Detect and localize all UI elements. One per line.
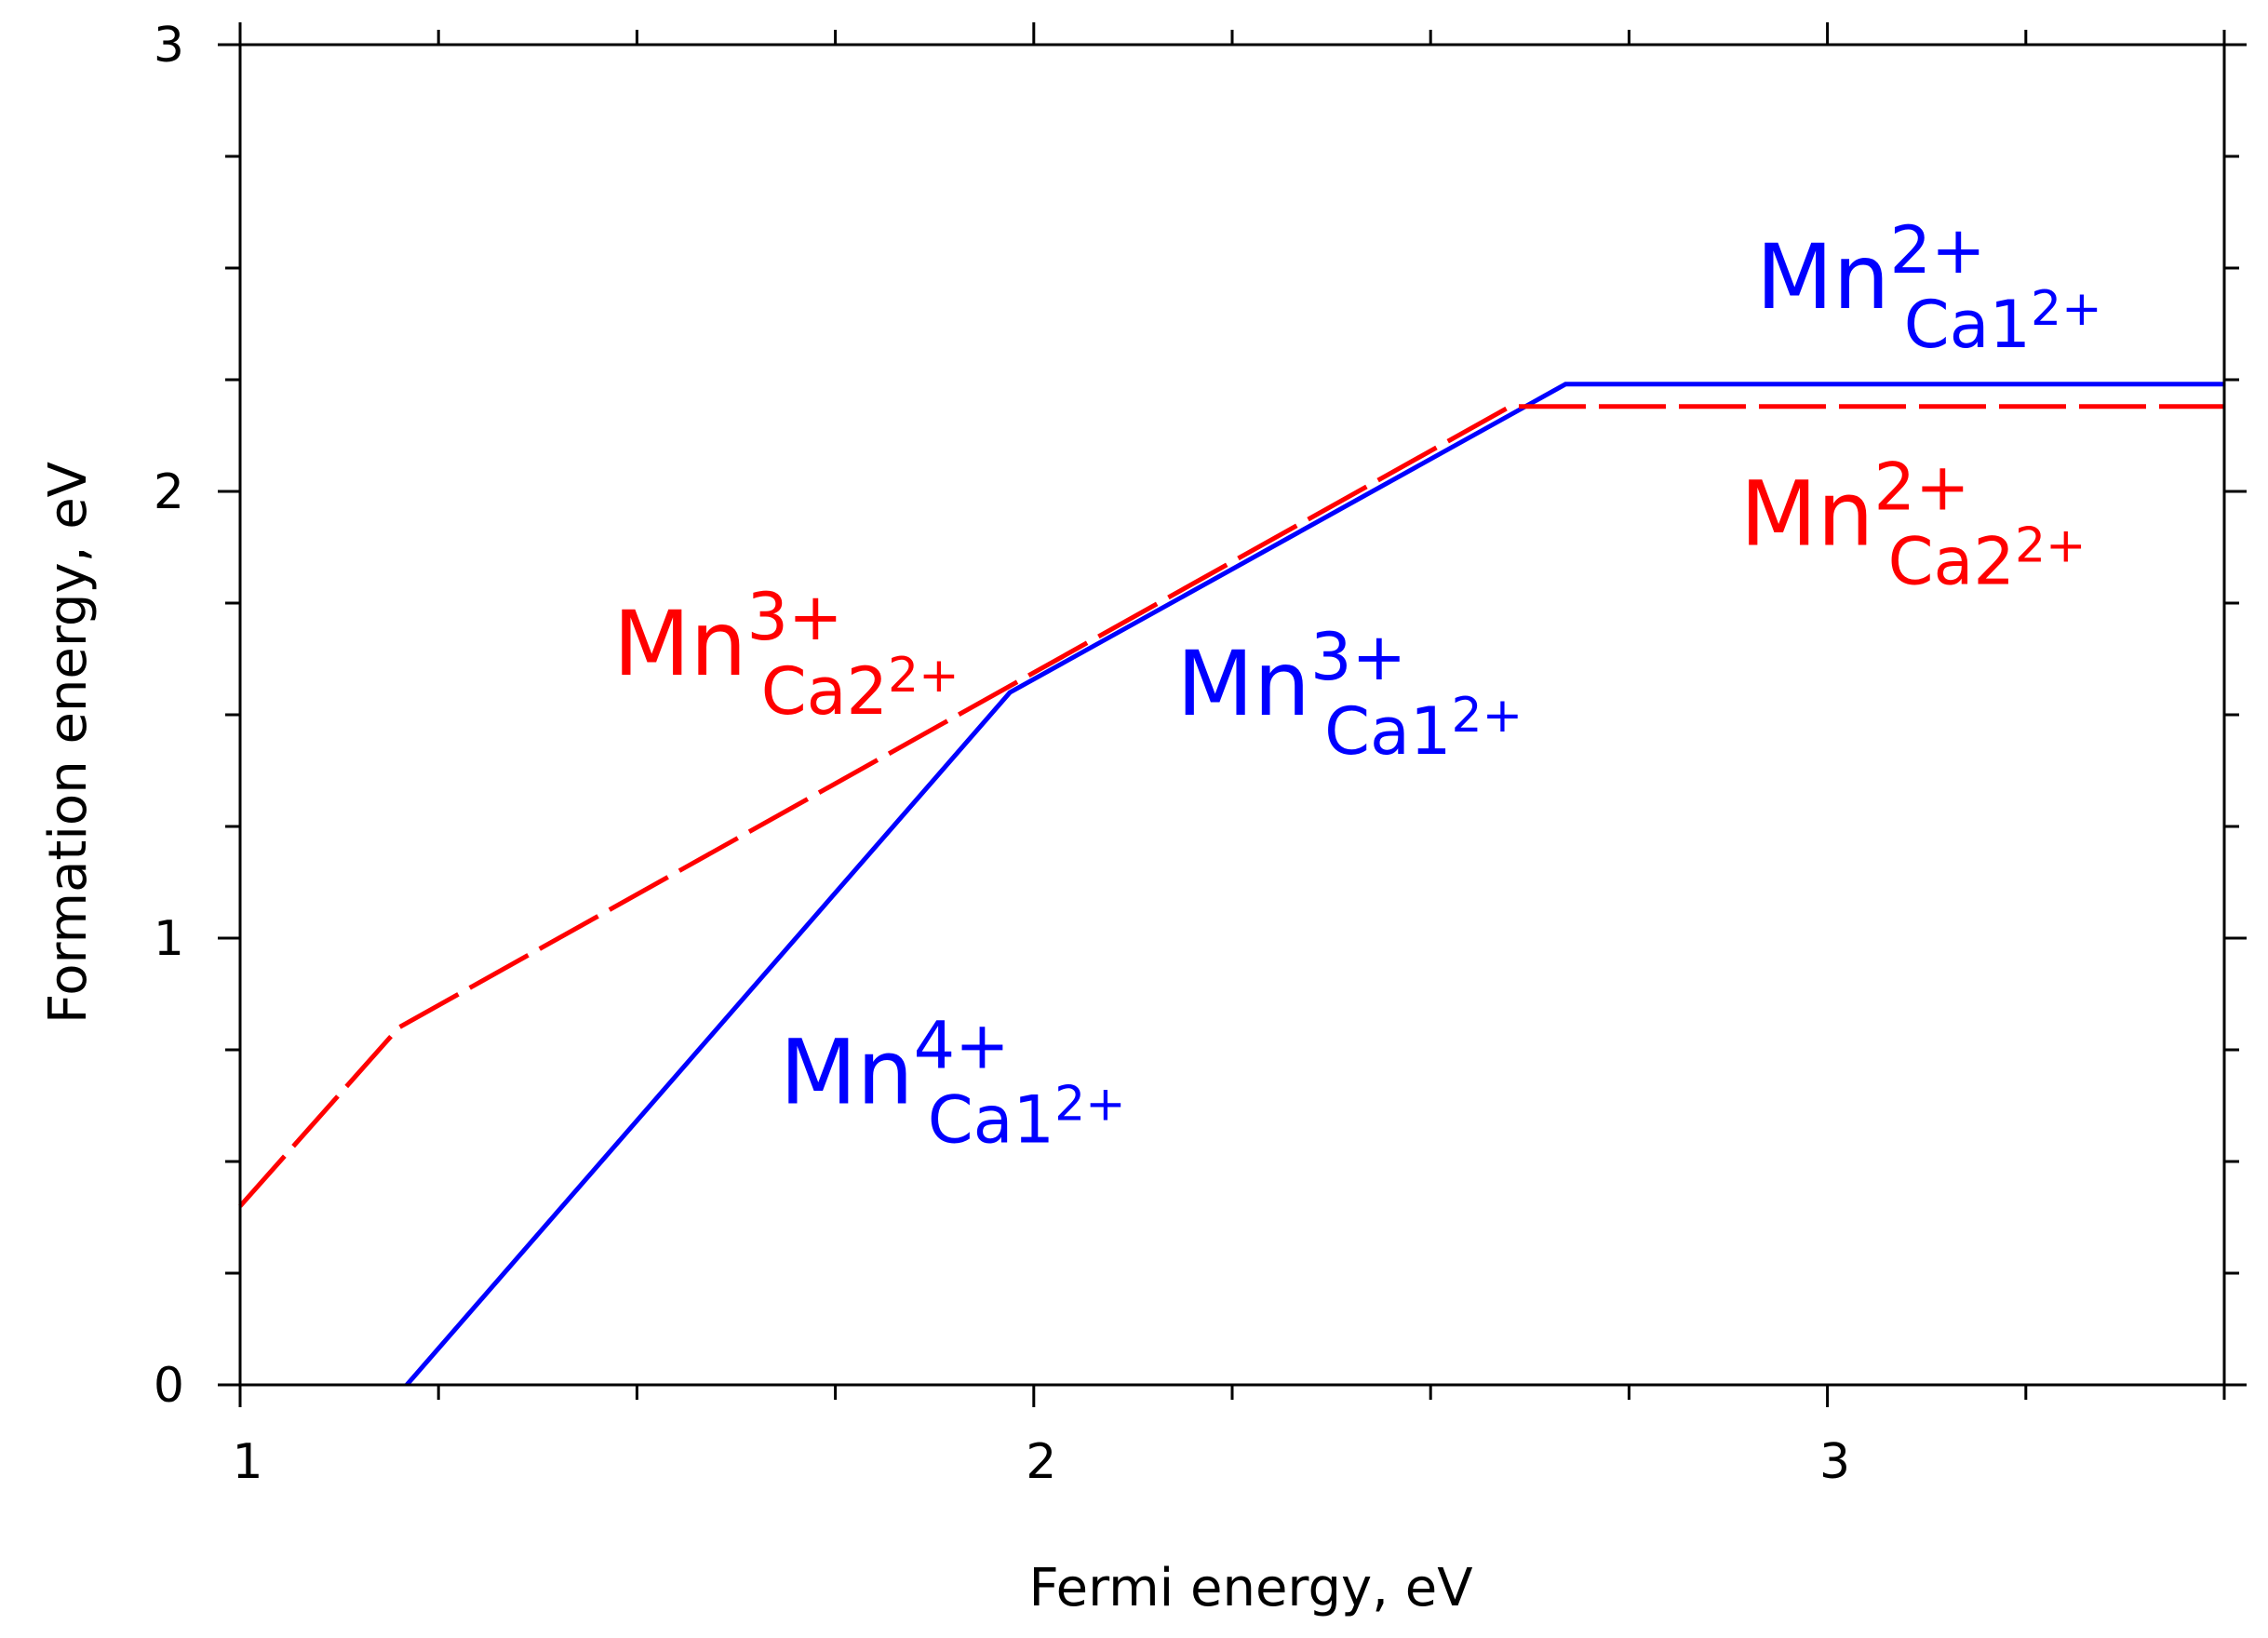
annotation-base: Mn <box>1740 463 1874 567</box>
annotation-text: Mn3+ Ca22+ <box>613 579 960 730</box>
annotation-charge: 2+ <box>1873 450 1969 526</box>
plot-frame <box>238 43 2226 1387</box>
annotation-charge: 2+ <box>1890 212 1986 289</box>
annotation-site-charge: 2+ <box>1054 1077 1126 1133</box>
series-annotation: Mn3+ Ca22+ <box>613 579 960 730</box>
x-tick-label: 1 <box>232 1434 262 1490</box>
annotation-site: Ca2 <box>1888 524 2015 600</box>
series-annotations: Mn4+ Ca12+Mn3+ Ca12+Mn2+ Ca12+Mn3+ Ca22+Mn2+… <box>613 212 2102 1158</box>
y-tick-label: 0 <box>154 1358 184 1414</box>
annotation-charge: 4+ <box>914 1008 1010 1084</box>
annotation-site-charge: 2+ <box>2015 518 2087 574</box>
annotation-charge: 3+ <box>746 579 842 655</box>
annotation-text: Mn2+ Ca12+ <box>1756 212 2102 363</box>
series-annotation: Mn2+ Ca12+ <box>1756 212 2102 363</box>
x-tick-label: 2 <box>1026 1434 1056 1490</box>
annotation-base: Mn <box>1756 225 1890 329</box>
series-annotation: Mn3+ Ca12+ <box>1176 619 1523 770</box>
y-tick-label: 3 <box>154 18 184 74</box>
series-line-0 <box>405 382 2224 1387</box>
y-axis-title: Formation energy, eV <box>38 462 99 1024</box>
series-annotation: Mn2+ Ca22+ <box>1740 450 2087 600</box>
x-axis-title: Fermi energy, eV <box>1028 1558 1472 1618</box>
annotation-site-charge: 2+ <box>888 648 960 704</box>
annotation-site: Ca2 <box>761 653 888 730</box>
annotation-text: Mn3+ Ca12+ <box>1176 619 1523 770</box>
series-lines <box>238 382 2224 1387</box>
annotation-site-charge: 2+ <box>1451 688 1523 744</box>
annotation-base: Mn <box>1176 632 1310 736</box>
annotation-site: Ca1 <box>1324 693 1451 770</box>
annotation-text: Mn2+ Ca22+ <box>1740 450 2087 600</box>
annotation-site: Ca1 <box>928 1082 1054 1159</box>
y-tick-label: 2 <box>154 464 184 520</box>
annotation-site: Ca1 <box>1904 287 2031 363</box>
annotation-charge: 3+ <box>1310 619 1406 695</box>
annotation-base: Mn <box>780 1021 914 1125</box>
annotation-text: Mn4+ Ca12+ <box>780 1008 1126 1159</box>
annotation-site-charge: 2+ <box>2031 281 2102 337</box>
axis-ticks <box>218 22 2247 1407</box>
x-tick-label: 3 <box>1819 1434 1850 1490</box>
y-tick-label: 1 <box>154 911 184 967</box>
annotation-base: Mn <box>613 592 747 696</box>
series-annotation: Mn4+ Ca12+ <box>780 1008 1126 1159</box>
series-line-1 <box>238 404 2224 1208</box>
